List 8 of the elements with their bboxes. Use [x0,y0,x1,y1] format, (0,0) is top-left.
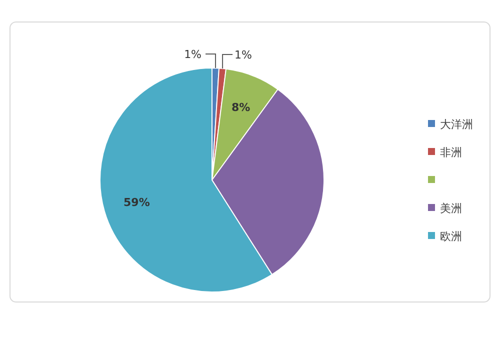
legend-label: 美洲 [440,202,462,215]
data-label: 1% [234,48,252,62]
legend-label: 大洋洲 [440,118,473,131]
legend-label: 欧洲 [440,230,462,243]
legend-label: 非洲 [440,146,462,159]
data-label: 8% [232,101,250,114]
data-label: 59% [124,196,150,209]
data-label: 1% [184,48,202,62]
